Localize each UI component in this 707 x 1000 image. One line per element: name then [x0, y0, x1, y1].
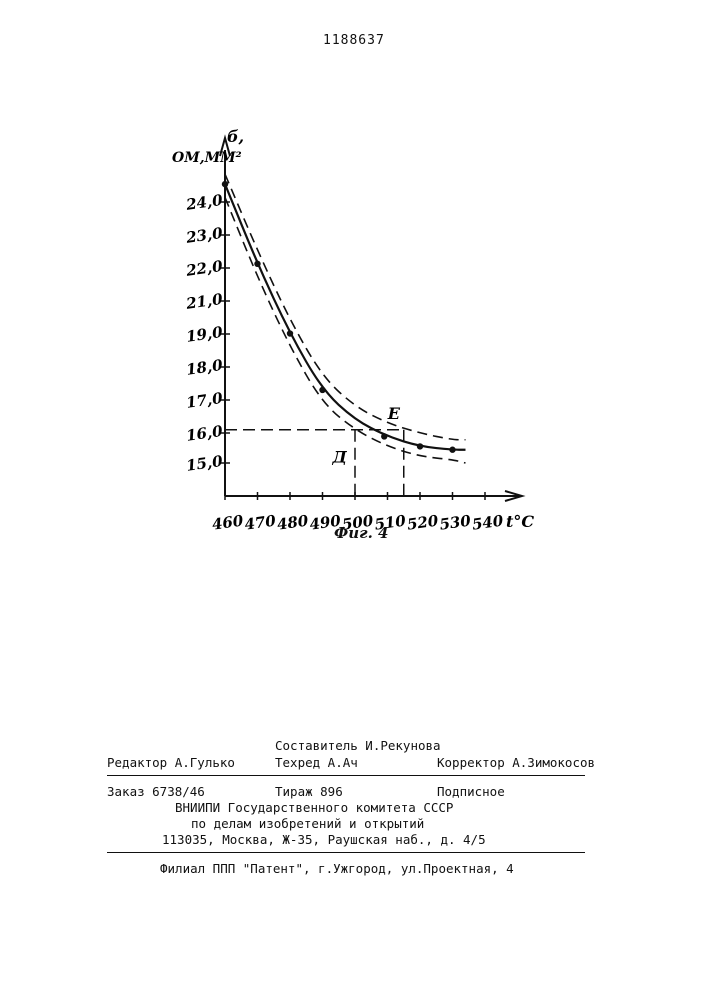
patent-number: 1188637 [323, 33, 385, 48]
y-tick-label-7: 16,0 [185, 422, 224, 445]
point-label-1: Е [387, 404, 401, 423]
data-point-0 [222, 181, 228, 187]
x-tick-label-460: 460 [211, 511, 245, 533]
x-tick-label-480: 480 [276, 511, 310, 533]
data-point-4 [381, 433, 387, 439]
x-tick-label-470: 470 [243, 511, 277, 533]
data-point-1 [254, 261, 260, 267]
y-tick-label-8: 15,0 [185, 452, 224, 475]
y-tick-label-5: 18,0 [185, 356, 224, 379]
proofreader-line: Корректор А.Зимокосов [437, 755, 595, 770]
chart-curves [225, 174, 466, 463]
x-tick-label-530: 530 [438, 511, 472, 533]
org-line-1: ВНИИПИ Государственного комитета СССР [175, 800, 453, 815]
resistivity-temperature-chart: 46047048049050051052053054024,023,022,02… [150, 120, 550, 560]
data-point-5 [417, 443, 423, 449]
y-tick-label-6: 17,0 [185, 389, 224, 412]
y-tick-label-3: 21,0 [184, 290, 224, 313]
y-axis-units: ОМ,ММ² [172, 150, 242, 166]
chart-axes [220, 138, 522, 501]
circulation-line: Тираж 896 [275, 784, 343, 799]
order-line: Заказ 6738/46 [107, 784, 205, 799]
editor-line: Редактор А.Гулько [107, 755, 235, 770]
figure-caption: Фиг. 4 [334, 524, 388, 542]
x-tick-label-520: 520 [406, 511, 440, 533]
data-point-3 [319, 387, 325, 393]
techred-line: Техред А.Ач [275, 755, 358, 770]
org-line-3: 113035, Москва, Ж-35, Раушская наб., д. … [162, 832, 486, 847]
y-tick-label-1: 23,0 [184, 224, 224, 247]
x-tick-label-540: 540 [471, 511, 505, 533]
tolerance-curve-2 [225, 197, 466, 463]
data-point-6 [449, 447, 455, 453]
chart-reference-lines [225, 430, 404, 496]
org-line-2: по делам изобретений и открытий [191, 816, 424, 831]
tolerance-curve-1 [225, 174, 466, 440]
main-curve [225, 184, 466, 450]
compiler-line: Составитель И.Рекунова [275, 738, 441, 753]
chart-ticks: 46047048049050051052053054024,023,022,02… [184, 191, 505, 534]
y-axis-symbol: б, [227, 127, 244, 146]
point-label-0: Д [332, 447, 348, 466]
y-tick-label-2: 22,0 [184, 257, 224, 280]
y-tick-label-4: 19,0 [185, 323, 224, 346]
subscription-line: Подписное [437, 784, 505, 799]
x-axis-label: t°C [506, 512, 534, 531]
imprint-divider-bottom [107, 852, 585, 853]
imprint-divider-top [107, 775, 585, 776]
branch-line: Филиал ППП "Патент", г.Ужгород, ул.Проек… [160, 861, 514, 876]
chart-markers [222, 181, 456, 453]
data-point-2 [287, 330, 293, 336]
y-tick-label-0: 24,0 [184, 191, 224, 214]
